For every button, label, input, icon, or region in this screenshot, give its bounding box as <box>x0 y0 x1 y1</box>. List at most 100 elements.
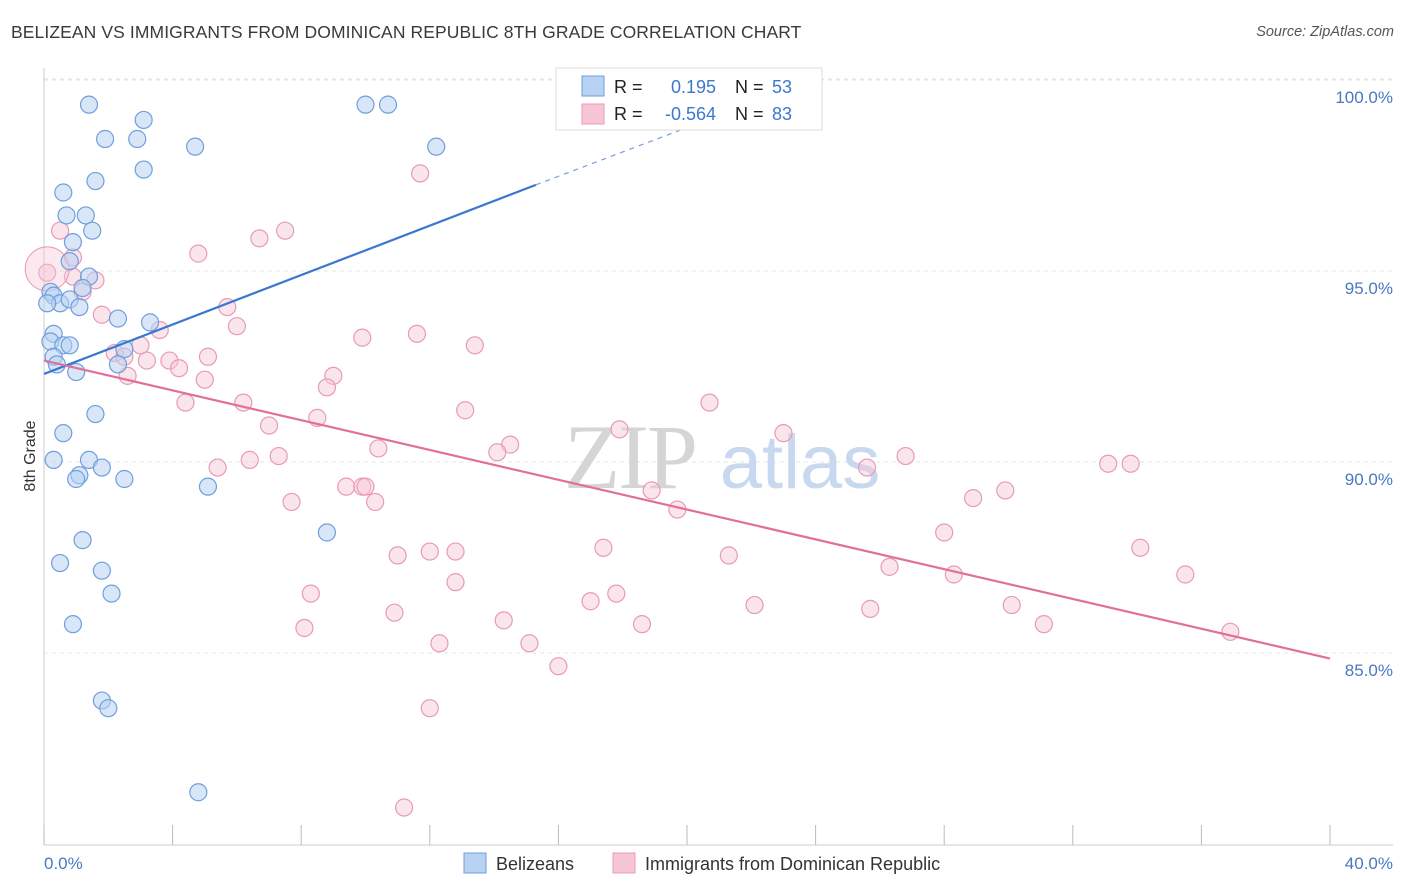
axes <box>43 68 1393 846</box>
data-point-dominican <box>317 378 337 397</box>
data-point-dominican <box>227 317 246 336</box>
data-point-dominican <box>407 324 427 343</box>
y-tick-label: 100.0% <box>1335 88 1393 107</box>
data-point-belizean <box>54 424 73 443</box>
data-point-belizean <box>95 129 115 149</box>
data-point-dominican <box>337 477 356 496</box>
data-point-dominican <box>276 221 295 240</box>
legend-swatch-dominican <box>581 103 605 125</box>
data-point-dominican <box>446 573 465 592</box>
data-point-dominican <box>520 634 539 653</box>
data-point-belizean <box>427 137 446 156</box>
data-point-belizean <box>83 221 102 240</box>
data-point-dominican <box>488 443 507 462</box>
data-point-dominican <box>549 657 568 676</box>
legend-r-value-2: -0.564 <box>665 104 716 124</box>
data-point-dominican <box>50 221 70 240</box>
source-credit: Source: ZipAtlas.com <box>1256 24 1394 40</box>
data-point-dominican <box>353 328 372 347</box>
data-point-dominican <box>195 370 214 389</box>
y-tick-label: 95.0% <box>1345 279 1393 298</box>
data-point-dominican <box>642 481 661 500</box>
data-point-dominican <box>774 424 793 443</box>
data-point-belizean <box>198 477 218 496</box>
data-point-dominican <box>1034 615 1053 634</box>
y-tick-labels: 100.0% 95.0% 90.0% 85.0% <box>1335 88 1393 680</box>
data-point-belizean <box>356 95 375 114</box>
data-point-dominican <box>169 359 189 378</box>
legend-box: R = 0.195 N = 53 R = -0.564 N = 83 <box>555 67 823 131</box>
data-point-dominican <box>301 584 320 603</box>
chart-title: BELIZEAN VS IMMIGRANTS FROM DOMINICAN RE… <box>11 22 802 42</box>
data-point-dominican <box>137 351 156 370</box>
data-point-belizean <box>63 615 83 634</box>
data-point-dominican <box>1131 538 1150 557</box>
trend-line-dominican <box>43 359 1331 660</box>
bottom-legend: Belizeans Immigrants from Dominican Repu… <box>463 852 940 874</box>
data-point-dominican <box>861 599 880 618</box>
data-point-dominican <box>465 336 484 355</box>
y-axis-label: 8th Grade <box>22 420 39 491</box>
bottom-legend-label-belizeans: Belizeans <box>496 854 574 874</box>
data-point-belizean <box>38 294 57 313</box>
data-point-belizean <box>73 278 92 298</box>
data-point-dominican <box>282 492 301 512</box>
data-point-dominican <box>189 244 208 263</box>
data-point-belizean <box>60 336 79 355</box>
trend-line-belizeans-extension <box>535 126 688 186</box>
data-point-belizean <box>50 553 70 573</box>
data-point-belizean <box>60 252 79 271</box>
data-point-dominican <box>394 798 414 817</box>
data-point-belizean <box>140 313 160 332</box>
data-point-belizean <box>76 206 95 225</box>
legend-n-value-2: 83 <box>772 104 792 124</box>
bottom-legend-swatch-belizeans <box>463 852 487 874</box>
data-point-dominican <box>420 542 439 561</box>
data-point-belizean <box>67 469 86 489</box>
data-point-dominican <box>996 481 1015 500</box>
series-dominican-points <box>24 164 1240 817</box>
data-point-belizean <box>63 233 83 252</box>
data-point-dominican <box>700 393 719 412</box>
data-point-dominican <box>385 603 404 622</box>
data-point-dominican <box>632 615 652 634</box>
data-point-dominican <box>388 546 407 565</box>
x-tick-label-min: 0.0% <box>44 854 83 873</box>
legend-swatch-belizeans <box>581 75 605 97</box>
bottom-legend-swatch-dominican <box>612 852 636 874</box>
data-point-belizean <box>189 783 208 802</box>
series-belizean-points <box>38 95 446 802</box>
data-point-dominican <box>369 439 388 458</box>
data-point-belizean <box>92 561 111 580</box>
legend-n-label-1: N = <box>735 77 764 97</box>
data-point-dominican <box>269 446 288 466</box>
data-point-dominican <box>719 546 738 565</box>
data-point-dominican <box>857 458 877 477</box>
data-point-dominican <box>250 229 269 248</box>
data-point-dominican <box>944 565 963 584</box>
data-point-belizean <box>102 584 121 603</box>
data-point-dominican <box>1176 565 1195 584</box>
data-point-dominican <box>494 611 513 630</box>
data-point-dominican <box>594 538 613 557</box>
data-point-dominican <box>160 351 179 370</box>
watermark: ZIP atlas <box>564 406 880 508</box>
data-point-dominican <box>420 699 439 718</box>
y-tick-label: 90.0% <box>1345 470 1393 489</box>
data-point-belizean <box>86 171 105 191</box>
data-point-dominican <box>208 458 227 477</box>
data-point-belizean <box>79 95 99 114</box>
data-point-dominican <box>1121 454 1140 473</box>
data-point-dominican <box>411 164 430 183</box>
data-point-dominican <box>896 446 915 466</box>
data-point-dominican <box>356 477 375 496</box>
trend-line-belizeans <box>43 183 537 375</box>
watermark-zip: ZIP <box>564 406 696 508</box>
data-point-dominican <box>880 557 899 576</box>
data-point-dominican <box>581 592 600 611</box>
data-point-belizean <box>115 469 134 489</box>
trend-lines <box>43 126 1331 660</box>
data-point-dominican <box>745 595 764 615</box>
data-point-dominican <box>610 420 629 439</box>
data-point-belizean <box>108 309 128 328</box>
